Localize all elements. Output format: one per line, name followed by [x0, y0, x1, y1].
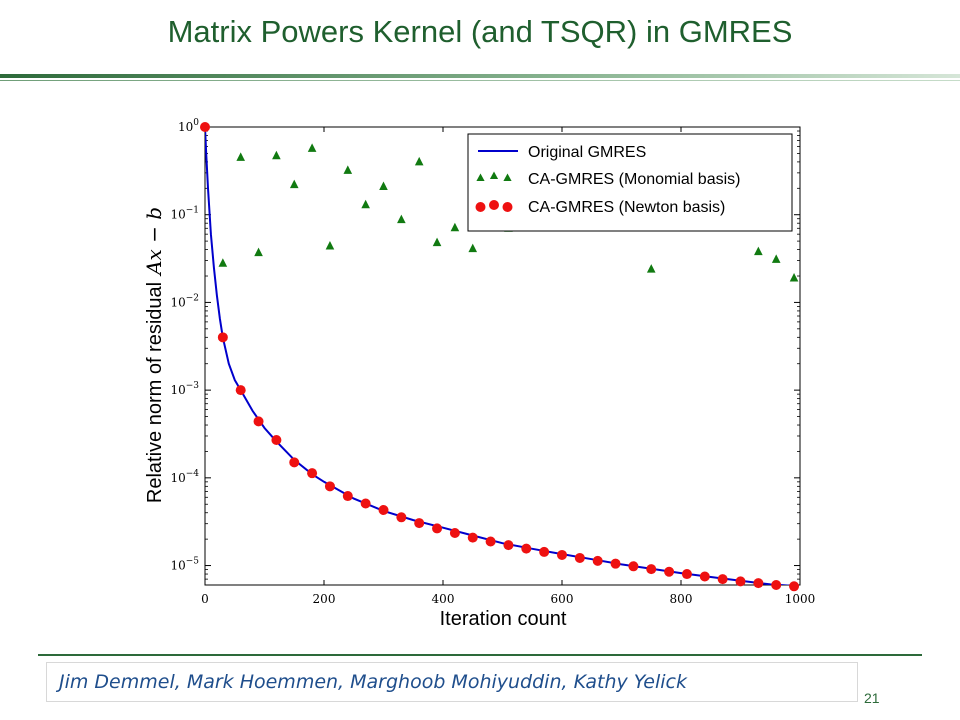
original-gmres-line — [205, 127, 796, 585]
newton-point — [539, 546, 550, 557]
title-divider-thin — [0, 80, 960, 81]
newton-point — [699, 571, 710, 582]
newton-point — [574, 552, 585, 563]
legend-swatch-newton-3 — [502, 202, 513, 212]
newton-point — [485, 536, 496, 547]
newton-point — [557, 549, 567, 560]
x-tick-label: 800 — [670, 592, 693, 606]
x-tick-label: 1000 — [785, 592, 816, 606]
x-tick-label: 600 — [551, 592, 574, 606]
monomial-point — [450, 222, 460, 232]
newton-point — [217, 332, 228, 343]
newton-point — [681, 569, 692, 580]
legend-swatch-newton-1 — [475, 202, 486, 212]
monomial-point — [379, 181, 388, 190]
monomial-point — [397, 214, 406, 224]
y-tick-label: 10−1 — [170, 206, 199, 222]
x-tick-label: 0 — [201, 592, 209, 606]
newton-point — [271, 434, 282, 445]
authors-box: Jim Demmel, Mark Hoemmen, Marghoob Mohiy… — [46, 662, 858, 702]
monomial-point — [343, 165, 353, 174]
monomial-point — [646, 264, 656, 273]
y-tick-label: 100 — [178, 118, 199, 134]
newton-point — [396, 512, 407, 523]
monomial-point — [468, 243, 478, 253]
residual-chart: 0 200 400 600 800 1000 100 10−1 10−2 10−3 10−4 10−… — [142, 118, 815, 630]
y-tick-label: 10−5 — [170, 557, 199, 573]
newton-point — [610, 558, 621, 569]
newton-point — [324, 481, 335, 492]
newton-point — [646, 564, 657, 575]
monomial-point — [432, 237, 442, 247]
y-axis: 100 10−1 10−2 10−3 10−4 10−5 — [170, 118, 800, 586]
newton-point — [503, 540, 514, 551]
newton-point — [753, 578, 764, 589]
newton-point — [717, 574, 728, 585]
newton-point — [628, 561, 639, 572]
newton-point — [467, 532, 478, 543]
monomial-point — [754, 246, 763, 256]
monomial-point — [289, 179, 299, 189]
newton-point — [307, 468, 318, 479]
newton-points — [200, 122, 800, 592]
x-tick-label: 400 — [432, 592, 455, 606]
newton-point — [235, 385, 246, 396]
monomial-point — [771, 254, 781, 263]
slide-title: Matrix Powers Kernel (and TSQR) in GMRES — [167, 14, 793, 49]
monomial-point — [218, 258, 228, 267]
y-axis-label: Relative norm of residual Ax − b — [142, 207, 166, 503]
newton-point — [592, 555, 603, 566]
newton-point — [289, 457, 300, 468]
x-axis-label: Iteration count — [440, 608, 567, 630]
legend-swatch-monomial-3 — [503, 173, 512, 181]
legend-label-monomial: CA-GMRES (Monomial basis) — [528, 171, 740, 188]
legend-swatch-monomial-1 — [476, 173, 485, 181]
monomial-point — [307, 143, 317, 152]
legend-swatch-newton-2 — [489, 200, 499, 210]
series-layer — [205, 127, 796, 585]
newton-point — [771, 580, 782, 590]
monomial-point — [361, 199, 370, 209]
newton-point — [253, 416, 264, 427]
footer-divider — [38, 654, 922, 656]
monomial-point — [789, 272, 799, 282]
newton-point — [449, 527, 460, 538]
newton-point — [414, 518, 425, 529]
newton-point — [432, 523, 443, 534]
x-tick-label: 200 — [313, 592, 336, 606]
y-tick-label: 10−4 — [170, 469, 199, 485]
legend-label-newton: CA-GMRES (Newton basis) — [528, 199, 725, 216]
legend: Original GMRES CA-GMRES (Monomial basis)… — [467, 133, 793, 232]
y-axis-label-text: Relative norm of residual — [144, 282, 166, 503]
monomial-point — [272, 150, 281, 160]
legend-box — [467, 133, 793, 232]
x-axis: 0 200 400 600 800 1000 — [201, 127, 815, 606]
monomial-point — [325, 240, 335, 250]
newton-point — [521, 543, 532, 554]
legend-label-original: Original GMRES — [528, 144, 646, 161]
monomial-point — [254, 247, 263, 257]
page-number: 21 — [864, 690, 880, 706]
newton-point — [378, 504, 389, 515]
newton-point — [789, 581, 800, 592]
y-axis-label-math: Ax − b — [142, 207, 166, 277]
monomial-point — [414, 156, 424, 166]
newton-point — [735, 576, 746, 587]
monomial-point — [236, 152, 245, 161]
y-tick-label: 10−2 — [170, 293, 199, 309]
title-divider — [0, 74, 960, 78]
newton-point — [200, 122, 210, 132]
newton-point — [664, 566, 675, 577]
legend-swatch-monomial-2 — [489, 171, 499, 179]
newton-point — [360, 498, 371, 509]
authors-text: Jim Demmel, Mark Hoemmen, Marghoob Mohiy… — [59, 671, 687, 693]
y-tick-label: 10−3 — [170, 381, 199, 397]
newton-point — [342, 491, 353, 502]
